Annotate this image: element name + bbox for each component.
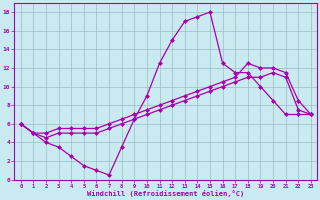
X-axis label: Windchill (Refroidissement éolien,°C): Windchill (Refroidissement éolien,°C)	[87, 190, 244, 197]
